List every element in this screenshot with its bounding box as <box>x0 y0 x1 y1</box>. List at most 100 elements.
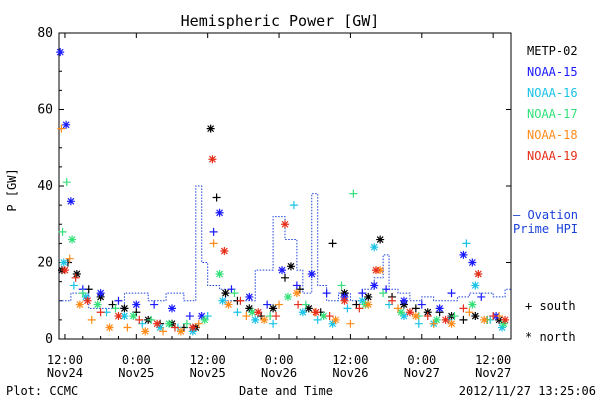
north-point <box>165 319 174 328</box>
south-point <box>292 281 301 290</box>
north-point <box>224 300 233 309</box>
footer-timestamp: 2012/11/27 13:25:06 <box>459 384 596 398</box>
north-point <box>245 304 254 313</box>
south-point <box>275 300 284 309</box>
south-point <box>346 319 355 328</box>
north-point <box>399 312 408 321</box>
south-point <box>313 315 322 324</box>
north-point <box>120 312 129 321</box>
north-point <box>251 315 260 324</box>
north-point <box>66 197 75 206</box>
south-point <box>388 296 397 305</box>
north-point <box>120 304 129 313</box>
south-point <box>294 300 303 309</box>
series-noaa-15 <box>56 48 501 321</box>
south-point <box>289 201 298 210</box>
south-point <box>236 296 245 305</box>
south-point <box>123 323 132 332</box>
south-point <box>87 315 96 324</box>
south-point <box>337 281 346 290</box>
north-point <box>432 315 441 324</box>
legend: METP-02 NOAA-15 NOAA-16 NOAA-17 NOAA-18 NOAA-… <box>513 44 578 344</box>
north-point <box>105 323 114 332</box>
north-point <box>371 266 380 275</box>
north-point <box>298 308 307 317</box>
series-noaa-18 <box>57 124 504 336</box>
north-point <box>215 208 224 217</box>
north-point <box>72 269 81 278</box>
north-point <box>153 319 162 328</box>
south-point <box>58 227 67 236</box>
north-point <box>278 266 287 275</box>
series-noaa-19 <box>60 155 510 332</box>
legend-item: NOAA-17 <box>527 107 578 121</box>
x-tick-label-date: Nov27 <box>475 366 511 380</box>
north-point <box>221 289 230 298</box>
north-point <box>83 296 92 305</box>
north-point <box>129 312 138 321</box>
north-point <box>370 243 379 252</box>
south-point <box>328 239 337 248</box>
south-point <box>263 300 272 309</box>
south-point <box>62 178 71 187</box>
north-point <box>396 308 405 317</box>
south-point <box>447 289 456 298</box>
x-tick-label-time: 12:00 <box>47 353 83 367</box>
north-point <box>364 300 373 309</box>
north-point <box>200 315 209 324</box>
north-point <box>245 292 254 301</box>
south-point <box>111 304 120 313</box>
south-point <box>417 300 426 309</box>
north-point <box>471 312 480 321</box>
north-point <box>459 250 468 259</box>
south-point <box>242 312 251 321</box>
north-point <box>96 289 105 298</box>
north-point <box>304 304 313 313</box>
north-point <box>376 235 385 244</box>
north-point <box>474 269 483 278</box>
north-point <box>156 323 165 332</box>
x-tick-label-time: 0:00 <box>265 353 294 367</box>
ovation-hpi-series <box>59 185 511 309</box>
ovation-legend-label: Prime HPI <box>513 222 578 236</box>
north-point <box>471 281 480 290</box>
south-point <box>114 296 123 305</box>
south-point <box>414 319 423 328</box>
x-axis: 12:00Nov240:00Nov2512:00Nov250:00Nov2612… <box>47 33 512 380</box>
south-point <box>459 315 468 324</box>
north-point <box>283 292 292 301</box>
x-tick-label-time: 12:00 <box>190 353 226 367</box>
y-axis: 0 20 40 60 80 <box>37 26 511 347</box>
north-point <box>441 315 450 324</box>
x-tick-label-time: 12:00 <box>332 353 368 367</box>
south-point <box>429 319 438 328</box>
north-point <box>447 319 456 328</box>
y-tick-label: 20 <box>37 256 53 271</box>
south-point <box>135 315 144 324</box>
north-point <box>260 315 269 324</box>
north-point <box>498 323 507 332</box>
north-point <box>328 319 337 328</box>
marker-legend-item: * north <box>525 330 576 344</box>
y-tick-label: 40 <box>37 179 53 194</box>
y-tick-label: 0 <box>45 332 53 347</box>
north-point <box>206 124 215 133</box>
y-axis-label: P [GW] <box>5 168 19 211</box>
x-tick-label-date: Nov27 <box>404 366 440 380</box>
north-point <box>358 296 367 305</box>
y-tick-label: 80 <box>37 26 53 41</box>
south-point <box>349 189 358 198</box>
south-point <box>272 312 281 321</box>
south-point <box>301 300 310 309</box>
north-point <box>480 315 489 324</box>
north-point <box>68 235 77 244</box>
north-point <box>411 312 420 321</box>
y-tick-label: 60 <box>37 103 53 118</box>
satellite-points <box>56 48 510 336</box>
legend-item: NOAA-18 <box>527 128 578 142</box>
north-point <box>399 296 408 305</box>
south-point <box>230 289 239 298</box>
south-point <box>150 300 159 309</box>
south-point <box>78 289 87 298</box>
north-point <box>286 262 295 271</box>
